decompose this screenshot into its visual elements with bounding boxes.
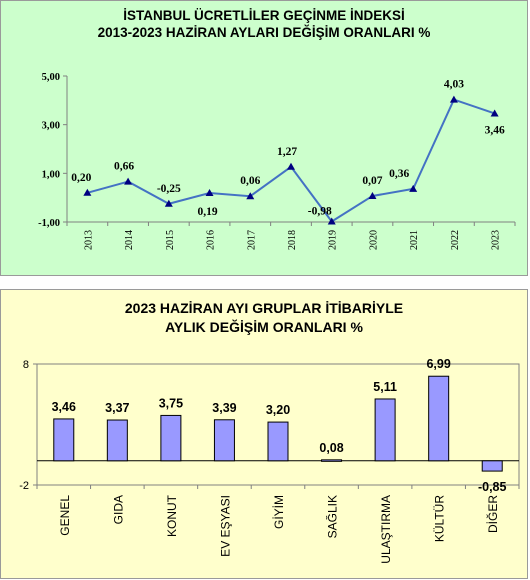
bar	[374, 398, 396, 462]
data-point-marker	[246, 192, 255, 200]
bar-chart-title-1: 2023 HAZİRAN AYI GRUPLAR İTİBARİYLE	[124, 300, 404, 316]
line-x-tick-label: 2022	[450, 230, 461, 250]
data-label: 4,03	[444, 79, 464, 91]
bar-x-tick-label: KONUT	[165, 494, 179, 537]
bar-chart-panel: 2023 HAZİRAN AYI GRUPLAR İTİBARİYLE AYLI…	[0, 289, 528, 579]
bar-y-tick-label: -2	[19, 480, 29, 492]
line-chart-title-2: 2013-2023 HAZİRAN AYLARI DEĞİŞİM ORANLAR…	[97, 25, 431, 40]
bar	[481, 460, 503, 472]
bar	[160, 414, 182, 462]
data-point-marker	[124, 177, 133, 185]
bar-data-label: 3,39	[212, 401, 236, 415]
line-chart-title-1: İSTANBUL ÜCRETLİLER GEÇİNME İNDEKSİ	[123, 8, 405, 23]
bar	[213, 419, 235, 462]
data-label: 0,19	[197, 206, 217, 218]
data-point-marker	[490, 109, 499, 117]
bar	[53, 418, 75, 462]
line-x-tick-label: 2018	[287, 230, 298, 250]
line-x-tick-label: 2020	[368, 230, 379, 250]
data-point-marker	[83, 188, 92, 196]
bar-data-label: 3,20	[266, 403, 290, 417]
line-y-tick-label: 5,00	[42, 72, 60, 83]
bar-data-label: 3,46	[52, 400, 76, 414]
line-x-tick-label: 2021	[409, 230, 420, 250]
bar-data-label: 0,08	[319, 441, 343, 455]
data-label: 3,46	[485, 124, 505, 136]
data-label: 0,66	[114, 161, 134, 173]
bar-x-tick-label: GENEL	[58, 495, 72, 536]
line-chart-panel: İSTANBUL ÜCRETLİLER GEÇİNME İNDEKSİ 2013…	[0, 0, 528, 276]
bar-data-label: 6,99	[426, 357, 450, 371]
bar-x-tick-label: DİĞER	[485, 495, 500, 533]
data-point-marker	[287, 162, 295, 170]
data-point-marker	[409, 184, 418, 192]
bar-data-label: 3,37	[105, 401, 129, 415]
bar-x-tick-label: KÜLTÜR	[433, 495, 447, 542]
line-x-tick-label: 2023	[491, 230, 502, 250]
bar	[321, 459, 343, 462]
line-y-tick-label: 3,00	[42, 121, 60, 132]
bar-x-tick-label: GİYİM	[272, 495, 286, 529]
bar-x-tick-label: EV EŞYASI	[218, 495, 232, 557]
line-x-tick-label: 2015	[165, 230, 176, 250]
bar-x-tick-label: GIDA	[111, 495, 125, 524]
data-point-marker	[449, 95, 458, 103]
bar-chart: -2 8 3,46 GENEL 3,37 GIDA 3,75 KONUT 3,39 EV EŞYA…	[19, 357, 520, 564]
data-label: 0,36	[389, 168, 409, 180]
data-point-marker	[164, 199, 173, 207]
data-label: 1,27	[277, 146, 297, 158]
data-label: 0,20	[71, 172, 91, 184]
line-x-tick-label: 2014	[124, 230, 135, 250]
data-label: 0,06	[240, 175, 260, 187]
data-label: 0,07	[362, 175, 382, 187]
line-plot-area	[67, 76, 515, 222]
line-x-tick-label: 2017	[246, 230, 257, 250]
bar-data-label: -0,85	[478, 480, 507, 494]
bar-chart-title-2: AYLIK DEĞİŞİM ORANLARI %	[165, 319, 363, 335]
line-y-tick-label: -1,00	[38, 218, 60, 229]
bar	[106, 419, 128, 462]
data-point-marker	[368, 191, 377, 199]
data-label: -0,25	[157, 183, 181, 195]
data-point-marker	[327, 217, 336, 225]
bar-data-label: 3,75	[159, 396, 183, 410]
bar-y-tick-label: 8	[23, 359, 29, 371]
data-label: -0,98	[308, 206, 332, 218]
bar-data-label: 5,11	[373, 380, 397, 394]
bar-x-tick-label: SAĞLIK	[325, 495, 340, 538]
line-x-tick-label: 2019	[328, 230, 339, 250]
bar-x-tick-label: ULAŞTIRMA	[379, 495, 393, 564]
line-x-tick-label: 2013	[83, 230, 94, 250]
bar	[428, 375, 450, 462]
line-chart: -1,00 1,00 3,00 5,00 2013 2014 2015 2016 2017 201…	[38, 72, 516, 250]
line-x-tick-label: 2016	[206, 230, 217, 250]
line-y-tick-label: 1,00	[42, 169, 60, 180]
data-point-marker	[205, 189, 214, 197]
bar	[267, 421, 289, 462]
